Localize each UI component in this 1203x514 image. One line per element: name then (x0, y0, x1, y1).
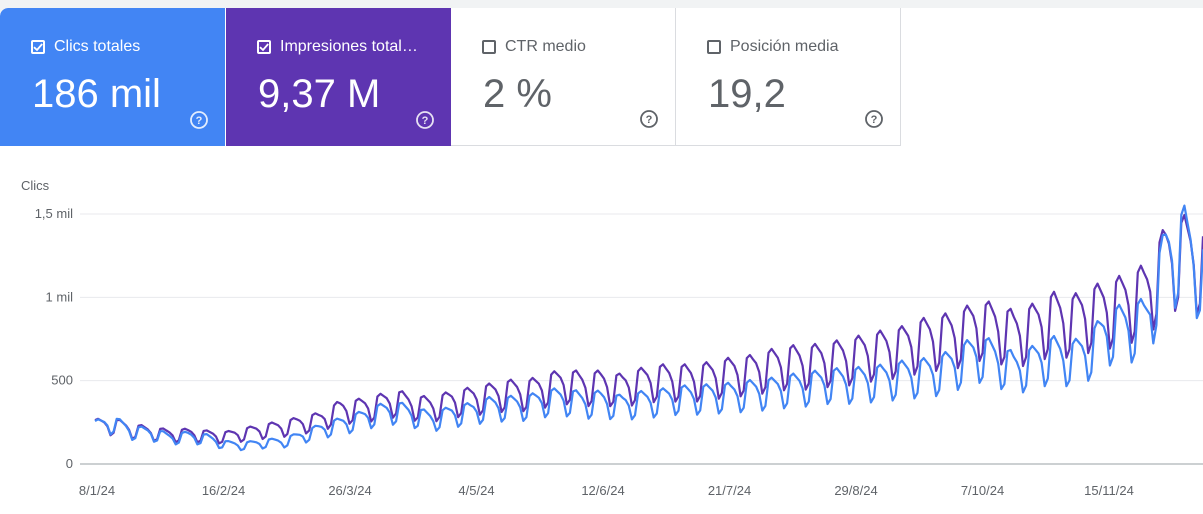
checkbox-empty-icon[interactable] (482, 40, 496, 54)
y-tick-label: 1,5 mil (35, 206, 73, 221)
metric-value: 19,2 (708, 72, 786, 116)
series-line-impressions (94, 213, 1203, 445)
checkbox-checked-icon[interactable] (257, 40, 271, 54)
y-tick-label: 500 (51, 373, 73, 388)
help-circle-icon[interactable]: ? (415, 110, 435, 130)
checkbox-checked-icon[interactable] (31, 40, 45, 54)
chart-area: 0 500 1 mil 1,5 mil 8/1/24 16/2/24 26/3/24 4/5/… (0, 156, 1203, 514)
x-tick-label: 7/10/24 (961, 483, 1004, 498)
help-circle-icon[interactable]: ? (639, 109, 659, 129)
metric-label: Posición media (730, 38, 839, 55)
performance-chart: 0 500 1 mil 1,5 mil 8/1/24 16/2/24 26/3/24 4/5/… (35, 204, 1203, 498)
help-circle-icon[interactable]: ? (189, 110, 209, 130)
series-line-clicks (94, 204, 1203, 452)
x-tick-label: 21/7/24 (708, 483, 751, 498)
metric-card-1[interactable]: Impresiones total… 9,37 M ? (226, 8, 451, 146)
svg-text:?: ? (196, 115, 203, 127)
svg-text:?: ? (422, 115, 429, 127)
metric-card-2[interactable]: CTR medio 2 % ? (451, 8, 676, 146)
metric-value: 9,37 M (258, 72, 381, 116)
x-tick-label: 12/6/24 (581, 483, 624, 498)
metric-label: CTR medio (505, 38, 586, 55)
metric-value: 186 mil (32, 72, 161, 116)
y-tick-label: 1 mil (46, 289, 74, 304)
x-tick-label: 26/3/24 (328, 483, 371, 498)
x-tick-label: 4/5/24 (458, 483, 494, 498)
svg-text:?: ? (646, 114, 653, 126)
metric-card-3[interactable]: Posición media 19,2 ? (676, 8, 901, 146)
y-tick-label: 0 (66, 456, 73, 471)
help-circle-icon[interactable]: ? (864, 109, 884, 129)
x-tick-label: 16/2/24 (202, 483, 245, 498)
x-tick-label: 8/1/24 (79, 483, 115, 498)
metric-value: 2 % (483, 72, 552, 116)
metric-label: Impresiones total… (280, 38, 418, 55)
checkbox-empty-icon[interactable] (707, 40, 721, 54)
x-tick-label: 15/11/24 (1084, 483, 1134, 498)
metric-card-0[interactable]: Clics totales 186 mil ? (0, 8, 225, 146)
performance-panel: Clics totales 186 mil ? Impresiones tota… (0, 8, 1203, 514)
y-axis-title: Clics (21, 178, 50, 193)
svg-text:?: ? (871, 114, 878, 126)
metric-label: Clics totales (54, 38, 141, 55)
x-tick-label: 29/8/24 (834, 483, 877, 498)
